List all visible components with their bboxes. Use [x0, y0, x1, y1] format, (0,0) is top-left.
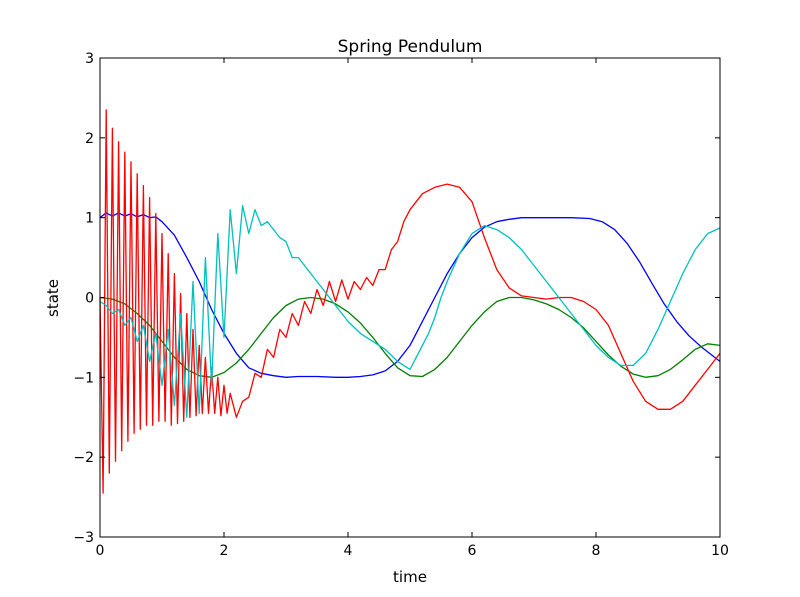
- x-axis-label: time: [393, 568, 427, 586]
- x-tick-label: 4: [344, 543, 353, 559]
- y-tick-label: −3: [73, 530, 94, 546]
- series-layer: [99, 109, 721, 494]
- x-tick-label: 10: [711, 543, 729, 559]
- x-tick-label: 6: [468, 543, 477, 559]
- y-tick-label: 3: [85, 51, 94, 67]
- series-line-cyan: [99, 205, 721, 418]
- plot-frame: [99, 57, 721, 538]
- y-tick-label: −1: [73, 370, 94, 386]
- x-tick-label: 2: [220, 543, 229, 559]
- series-line-blue: [99, 212, 721, 378]
- x-tick-label: 8: [592, 543, 601, 559]
- series-line-red: [99, 109, 721, 494]
- y-tick-label: −2: [73, 450, 94, 466]
- y-axis-label: state: [44, 279, 62, 317]
- y-tick-label: 1: [85, 211, 94, 227]
- y-tick-label: 0: [85, 291, 94, 307]
- chart-title: Spring Pendulum: [338, 37, 483, 57]
- y-tick-label: 2: [85, 131, 94, 147]
- x-tick-label: 0: [96, 543, 105, 559]
